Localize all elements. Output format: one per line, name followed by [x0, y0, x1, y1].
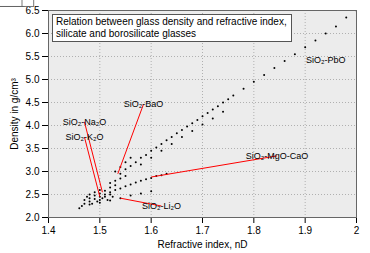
html-text:Relation between glass density: Relation between glass density and refra…	[56, 16, 287, 39]
svg-text:6.0: 6.0	[26, 28, 40, 39]
svg-text:3.0: 3.0	[26, 166, 40, 177]
svg-text:SiO₂-Na₂O: SiO₂-Na₂O	[63, 117, 107, 127]
svg-text:1.4: 1.4	[42, 225, 56, 236]
svg-text:6.5: 6.5	[25, 4, 40, 16]
svg-text:SiO₂-PbO: SiO₂-PbO	[306, 55, 346, 65]
svg-text:1.6: 1.6	[144, 225, 158, 236]
svg-text:SiO₂-BaO: SiO₂-BaO	[124, 99, 164, 109]
svg-text:1.7: 1.7	[196, 225, 210, 236]
svg-text:Density in g/cm³: Density in g/cm³	[9, 77, 20, 149]
svg-text:5.5: 5.5	[26, 51, 40, 62]
svg-text:Refractive index, nD: Refractive index, nD	[157, 239, 247, 250]
svg-text:3.5: 3.5	[26, 143, 40, 154]
svg-text:2.0: 2.0	[26, 212, 40, 223]
svg-text:2.5: 2.5	[26, 189, 40, 200]
svg-text:SiO₂-Li₂O: SiO₂-Li₂O	[142, 201, 181, 211]
svg-text:SiO₂-K₂O: SiO₂-K₂O	[65, 132, 103, 142]
svg-text:2: 2	[354, 225, 360, 236]
svg-text:4.0: 4.0	[26, 120, 40, 131]
svg-text:1.5: 1.5	[93, 225, 107, 236]
svg-text:1.9: 1.9	[298, 225, 312, 236]
svg-text:1.8: 1.8	[247, 225, 261, 236]
svg-text:4.5: 4.5	[26, 97, 40, 108]
svg-text:5.0: 5.0	[26, 74, 40, 85]
svg-text:SiO₂-MgO-CaO: SiO₂-MgO-CaO	[246, 151, 309, 161]
